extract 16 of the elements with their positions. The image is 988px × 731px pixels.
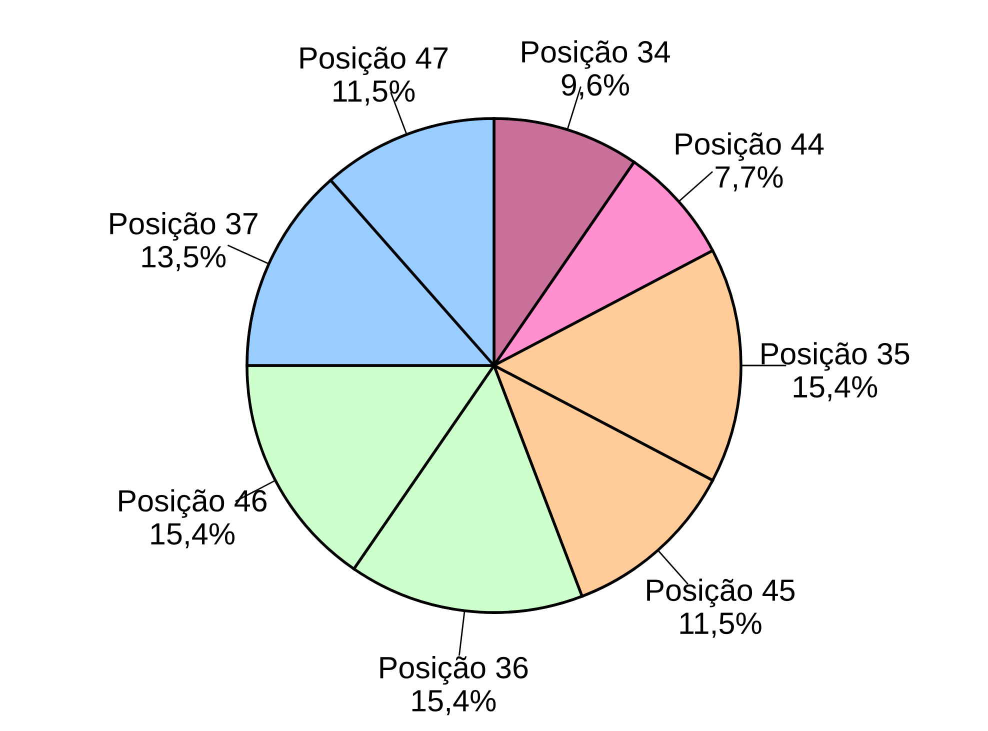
slice-label: Posição 45 [647, 578, 795, 608]
slice-label: Posição 37 [110, 212, 258, 241]
data-label: 15,4% [151, 523, 234, 548]
data-label: 11,5% [334, 80, 415, 106]
slice-label: Posição 34 [522, 40, 670, 69]
slice-label: Posição 35 [762, 342, 910, 371]
data-label: 15,4% [412, 690, 496, 716]
data-label: 15,4% [794, 376, 878, 402]
slice-label: Posição 47 [300, 46, 448, 76]
slice-label: Posição 44 [676, 132, 824, 161]
data-label: 11,5% [680, 612, 762, 638]
data-label: 9,6% [562, 74, 629, 100]
slice-label: Posição 36 [380, 656, 528, 685]
slice-label: Posição 46 [119, 489, 267, 518]
data-label: 13,5% [142, 246, 226, 272]
data-label: 7,7% [716, 166, 783, 192]
